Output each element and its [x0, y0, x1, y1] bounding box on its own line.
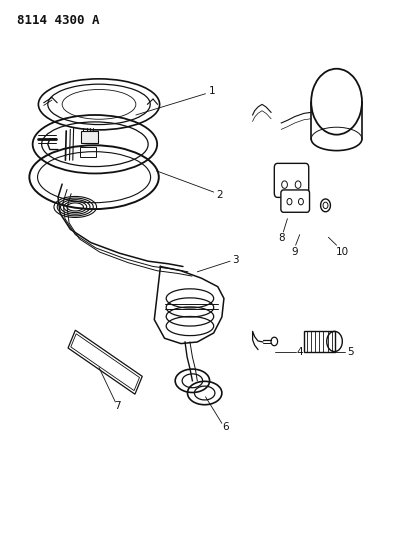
Text: 7: 7 — [114, 401, 121, 411]
Text: 3: 3 — [232, 255, 238, 264]
FancyBboxPatch shape — [81, 132, 98, 143]
FancyBboxPatch shape — [274, 164, 309, 197]
FancyBboxPatch shape — [281, 190, 309, 212]
Polygon shape — [71, 334, 139, 391]
FancyBboxPatch shape — [304, 332, 335, 352]
Polygon shape — [68, 330, 142, 394]
Text: 10: 10 — [336, 247, 349, 256]
Text: 5: 5 — [348, 346, 354, 357]
Text: 6: 6 — [223, 422, 229, 432]
Text: 8114 4300 A: 8114 4300 A — [17, 14, 99, 27]
Text: 4: 4 — [296, 346, 303, 357]
Text: 9: 9 — [291, 247, 298, 256]
Text: 2: 2 — [217, 190, 223, 200]
Text: 1: 1 — [208, 86, 215, 96]
Text: 8: 8 — [278, 233, 284, 244]
FancyBboxPatch shape — [80, 148, 96, 157]
